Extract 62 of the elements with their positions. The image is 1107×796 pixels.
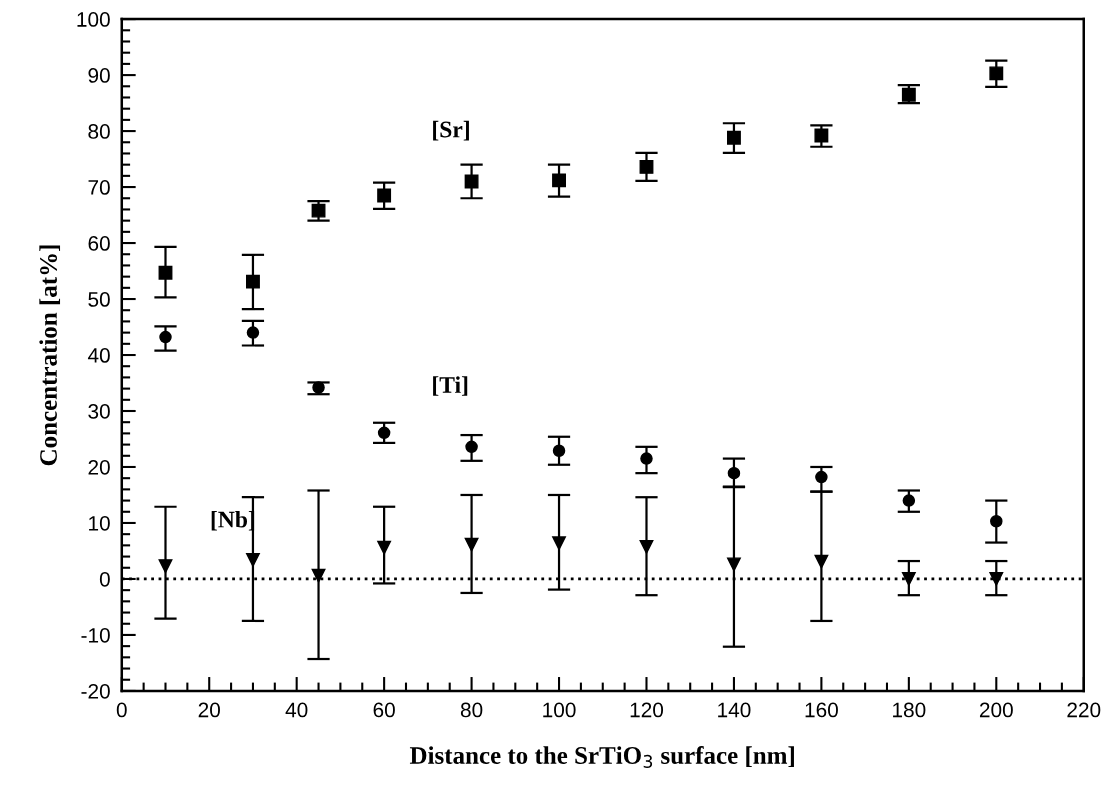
point (377, 426, 391, 440)
point (640, 452, 653, 465)
point (552, 536, 566, 551)
series-label: [Ti] (433, 376, 468, 396)
point (901, 572, 916, 586)
point (814, 554, 829, 569)
x-tick-label: 180 (893, 702, 926, 718)
x-tick-label: 120 (630, 702, 664, 718)
point (246, 274, 260, 289)
x-tick-label: 20 (198, 702, 220, 718)
point (465, 440, 478, 454)
point (311, 203, 326, 218)
x-tick-label: 200 (979, 702, 1013, 718)
point (552, 444, 566, 458)
y-tick-label: 40 (87, 348, 110, 363)
point (377, 540, 392, 555)
y-tick-label: 10 (89, 515, 110, 531)
point (639, 540, 654, 554)
point (159, 330, 172, 344)
point (726, 130, 741, 145)
y-axis-title: Concentration [at%] (39, 245, 61, 466)
y-tick-label: 20 (88, 459, 110, 475)
point (377, 188, 392, 203)
point (246, 326, 260, 339)
point (989, 572, 1004, 586)
series-label: [Sr] (433, 120, 469, 141)
point (552, 173, 566, 188)
point (639, 159, 654, 174)
x-tick-label: 220 (1067, 702, 1101, 718)
point (246, 552, 260, 567)
point (902, 494, 916, 507)
point (901, 87, 916, 102)
point (464, 537, 479, 552)
point (990, 515, 1003, 528)
y-tick-label: 90 (88, 68, 110, 83)
point (814, 128, 829, 143)
x-tick-label: 40 (285, 702, 308, 718)
point (989, 66, 1004, 81)
y-tick-label: -10 (81, 627, 110, 643)
x-tick-label: 140 (718, 702, 751, 718)
point (727, 466, 741, 480)
y-tick-label: 30 (88, 404, 110, 419)
point (311, 568, 326, 583)
y-tick-label: 60 (88, 236, 110, 251)
x-tick-label: 60 (373, 702, 395, 718)
y-tick-label: -20 (81, 683, 110, 699)
point (726, 557, 741, 572)
y-tick-label: 0 (99, 571, 110, 587)
y-tick-label: 100 (77, 12, 110, 27)
y-tick-label: 70 (88, 180, 110, 195)
x-tick-label: 0 (116, 702, 127, 718)
y-tick-label: 80 (88, 124, 110, 139)
point (158, 559, 173, 574)
point (815, 470, 828, 484)
y-tick-label: 50 (88, 292, 110, 307)
point (158, 265, 173, 280)
x-tick-label: 80 (460, 702, 483, 718)
point (312, 381, 325, 394)
point (464, 174, 479, 189)
x-tick-label: 100 (543, 702, 576, 718)
x-tick-label: 160 (805, 702, 838, 718)
x-axis-title: Distance to the SrTiO$_{3}$ surface [nm] (409, 746, 794, 769)
